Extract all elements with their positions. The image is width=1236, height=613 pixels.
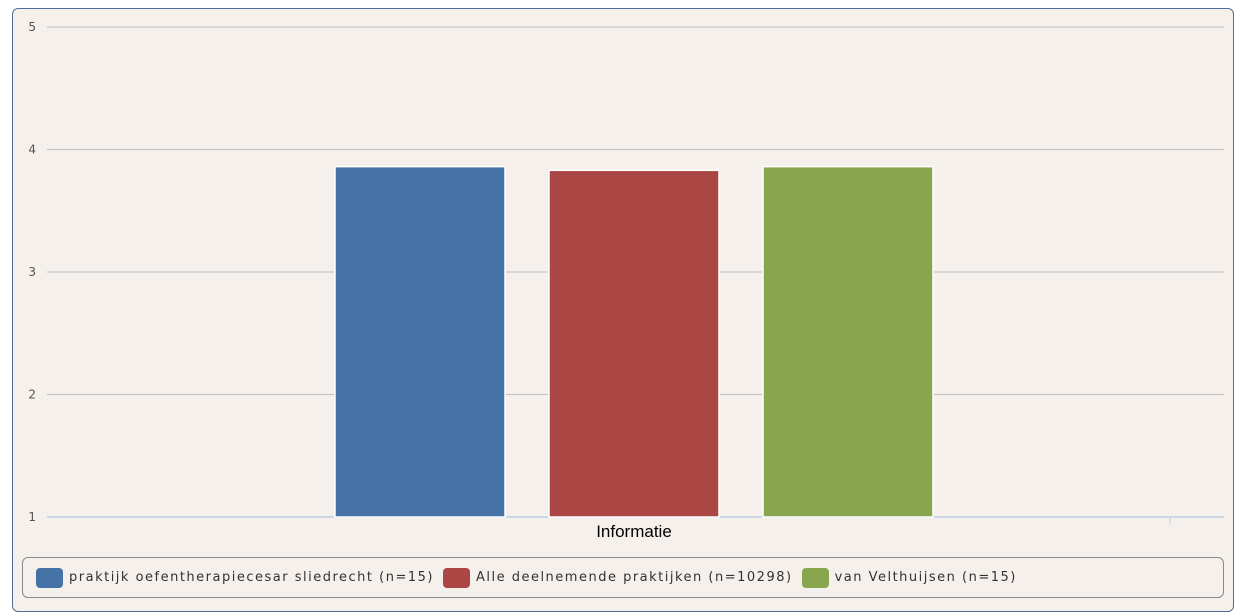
chart-legend: praktijk oefentherapiecesar sliedrecht (… [22,557,1224,598]
legend-swatch [442,567,470,588]
y-tick-label: 4 [28,143,36,157]
y-tick-label: 1 [28,510,36,524]
bar-2 [548,169,720,518]
legend-swatch [36,567,63,588]
legend-item[interactable]: praktijk oefentherapiecesar sliedrecht (… [36,567,434,588]
x-category-label: Informatie [596,522,672,541]
legend-label: praktijk oefentherapiecesar sliedrecht (… [69,570,434,585]
legend-item[interactable]: van Velthuijsen (n=15) [801,567,1017,588]
y-tick-label: 2 [28,388,36,402]
y-tick-label: 3 [28,265,36,279]
bar-3 [762,165,934,518]
legend-label: Alle deelnemende praktijken (n=10298) [475,570,793,585]
bar-1 [334,165,506,518]
y-tick-label: 5 [28,20,36,34]
legend-item[interactable]: Alle deelnemende praktijken (n=10298) [442,567,793,588]
legend-label: van Velthuijsen (n=15) [834,570,1017,585]
legend-swatch [801,567,829,588]
